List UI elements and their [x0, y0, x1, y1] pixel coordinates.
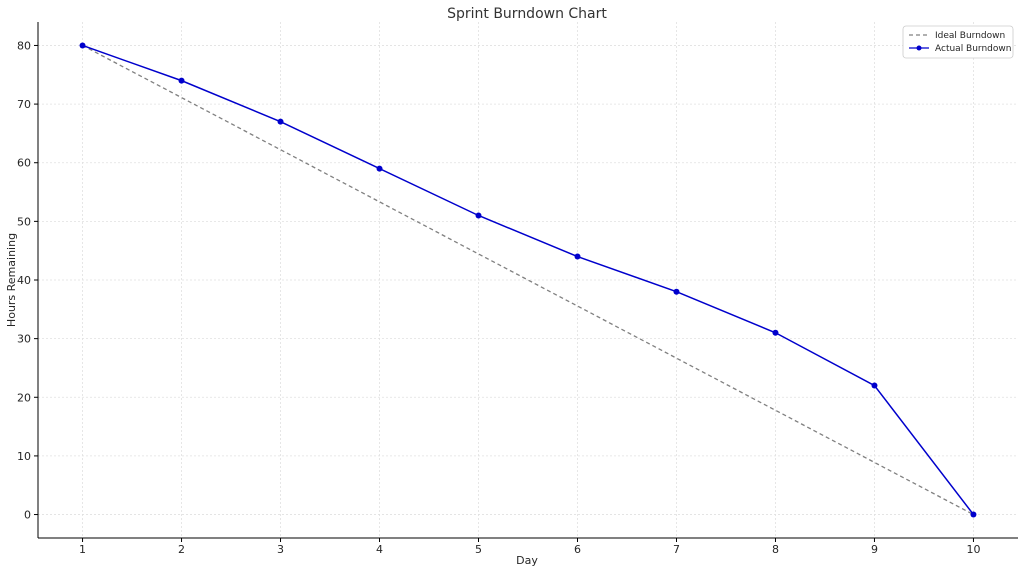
y-tick-label: 0	[24, 509, 31, 522]
x-ticks: 1 2 3 4 5 6 7 8 9 10	[79, 538, 980, 556]
y-tick-label: 80	[17, 39, 31, 52]
data-point	[277, 118, 284, 125]
y-ticks: 0 10 20 30 40 50 60 70 80	[17, 39, 38, 522]
legend-actual-label: Actual Burndown	[935, 44, 1011, 54]
series-layer	[79, 42, 977, 518]
x-tick-label: 3	[277, 543, 284, 556]
series-line-actual	[82, 44, 975, 516]
y-tick-label: 60	[17, 157, 31, 170]
y-tick-label: 10	[17, 450, 31, 463]
x-tick-label: 7	[673, 543, 680, 556]
data-point	[79, 42, 86, 49]
data-point	[970, 511, 977, 518]
data-point	[376, 165, 383, 172]
data-point	[574, 253, 581, 260]
data-point	[871, 382, 878, 389]
legend-actual-marker	[916, 45, 922, 51]
y-tick-label: 70	[17, 98, 31, 111]
x-tick-label: 4	[376, 543, 383, 556]
data-point	[673, 288, 680, 295]
y-tick-label: 50	[17, 215, 31, 228]
legend-box	[902, 25, 1014, 59]
y-tick-label: 30	[17, 333, 31, 346]
chart-title: Sprint Burndown Chart	[447, 6, 607, 22]
x-tick-label: 5	[475, 543, 482, 556]
x-tick-label: 8	[772, 543, 779, 556]
grid	[38, 22, 1018, 538]
x-tick-label: 1	[79, 543, 86, 556]
x-tick-label: 10	[966, 543, 980, 556]
data-point	[772, 329, 779, 336]
y-tick-label: 20	[17, 391, 31, 404]
y-tick-label: 40	[17, 274, 31, 287]
x-axis-label: Day	[516, 554, 538, 567]
x-tick-label: 9	[871, 543, 878, 556]
y-axis-label: Hours Remaining	[5, 233, 18, 327]
legend: Ideal Burndown Actual Burndown	[902, 25, 1014, 59]
x-tick-label: 2	[178, 543, 185, 556]
x-tick-label: 6	[574, 543, 581, 556]
data-point	[475, 212, 482, 219]
legend-ideal-label: Ideal Burndown	[935, 31, 1005, 41]
data-point	[178, 77, 185, 84]
